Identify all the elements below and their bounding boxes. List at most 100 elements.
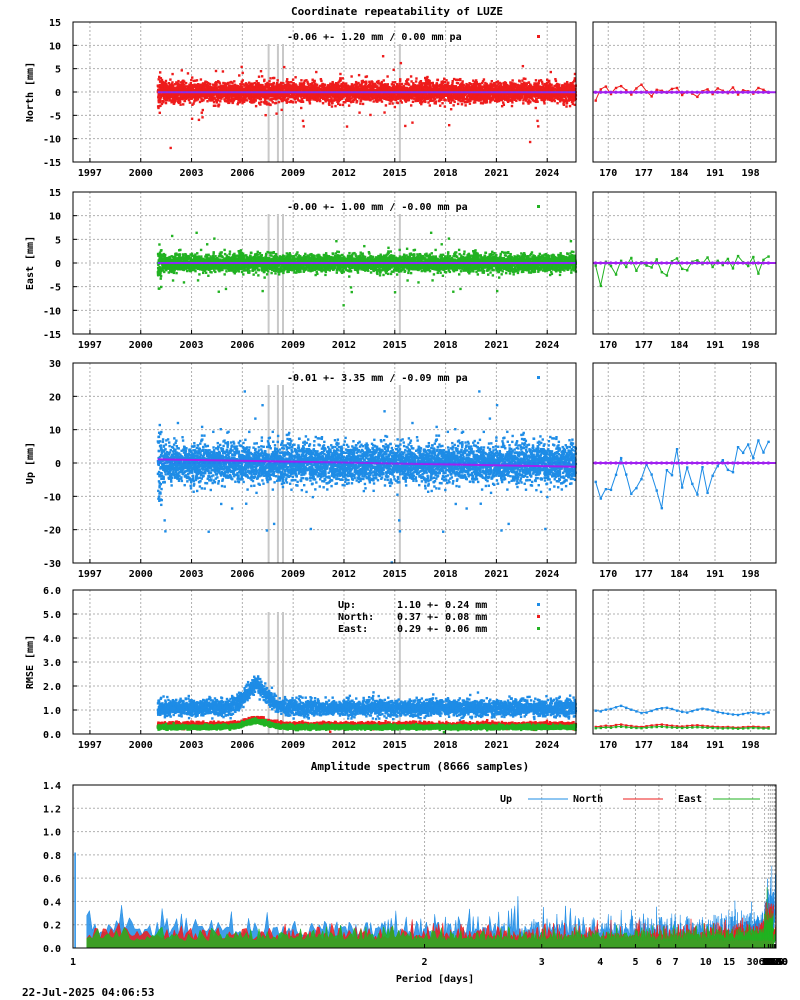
data-point [358, 111, 360, 113]
data-point [486, 101, 488, 103]
data-point [404, 125, 406, 127]
data-point [356, 100, 358, 102]
data-point [316, 84, 318, 86]
data-point [401, 101, 403, 103]
timestamp: 22-Jul-2025 04:06:53 [22, 986, 154, 999]
data-point [362, 103, 364, 105]
figure-title: Coordinate repeatability of LUZE [291, 5, 503, 18]
data-point [189, 101, 191, 103]
data-point [286, 78, 288, 80]
data-point [444, 99, 446, 101]
data-point [269, 77, 271, 79]
data-point [198, 119, 200, 121]
data-point [429, 85, 431, 87]
data-point [451, 82, 453, 84]
data-point [182, 103, 184, 105]
data-point [196, 79, 198, 81]
data-point [275, 112, 277, 114]
data-point [420, 103, 422, 105]
data-point [302, 120, 304, 122]
data-point [259, 103, 261, 105]
data-point [260, 70, 262, 72]
data-point [397, 102, 399, 104]
data-point [369, 114, 371, 116]
data-point [398, 83, 400, 85]
data-point [201, 112, 203, 114]
data-point [491, 80, 493, 82]
data-point [255, 99, 257, 101]
data-point [202, 99, 204, 101]
panel-0: -0.06 +- 1.20 mm / 0.00 mm pa-15-10-5051… [25, 18, 776, 179]
data-point [320, 80, 322, 82]
data-point [420, 80, 422, 82]
data-point [256, 80, 258, 82]
data-point [165, 80, 167, 82]
data-point [437, 79, 439, 81]
data-point [332, 82, 334, 84]
data-point [302, 101, 304, 103]
data-point [319, 100, 321, 102]
data-point [331, 105, 333, 107]
data-point [260, 98, 262, 100]
data-point [411, 121, 413, 123]
data-point [300, 79, 302, 81]
data-point [344, 101, 346, 103]
data-point [222, 70, 224, 72]
data-point [260, 101, 262, 103]
data-point [214, 105, 216, 107]
data-point [181, 69, 183, 71]
data-point [457, 103, 459, 105]
data-point [445, 79, 447, 81]
data-point [159, 71, 161, 73]
data-point [385, 104, 387, 106]
data-point [342, 104, 344, 106]
data-point [373, 100, 375, 102]
data-point [159, 100, 161, 102]
data-point [242, 79, 244, 81]
data-point [429, 104, 431, 106]
data-point [315, 71, 317, 73]
data-point [162, 101, 164, 103]
data-point [241, 72, 243, 74]
data-point [303, 82, 305, 84]
data-point [166, 99, 168, 101]
data-point [316, 100, 318, 102]
data-point [206, 100, 208, 102]
data-point [428, 80, 430, 82]
data-point [248, 82, 250, 84]
data-point [295, 101, 297, 103]
spectrum-xlabel: Period [days] [396, 973, 474, 985]
data-point [443, 78, 445, 80]
data-point [348, 104, 350, 106]
data-point [169, 147, 171, 149]
data-point [255, 105, 257, 107]
data-point [461, 80, 463, 82]
data-point [394, 106, 396, 108]
data-point [286, 101, 288, 103]
data-point [457, 82, 459, 84]
data-point [169, 78, 171, 80]
data-point [366, 75, 368, 77]
data-point [261, 75, 263, 77]
data-point [413, 98, 415, 100]
data-point [283, 66, 285, 68]
data-point [386, 75, 388, 77]
data-point [450, 101, 452, 103]
data-point [202, 109, 204, 111]
data-point [328, 104, 330, 106]
data-point [171, 73, 173, 75]
data-point [287, 82, 289, 84]
data-point [213, 96, 215, 98]
data-point [450, 108, 452, 110]
data-point [392, 81, 394, 83]
data-point [452, 80, 454, 82]
data-point [391, 102, 393, 104]
data-point [350, 75, 352, 77]
data-point [408, 99, 410, 101]
data-point [339, 104, 341, 106]
data-point [258, 76, 260, 78]
data-point [483, 78, 485, 80]
data-point [197, 83, 199, 85]
data-point [322, 102, 324, 104]
